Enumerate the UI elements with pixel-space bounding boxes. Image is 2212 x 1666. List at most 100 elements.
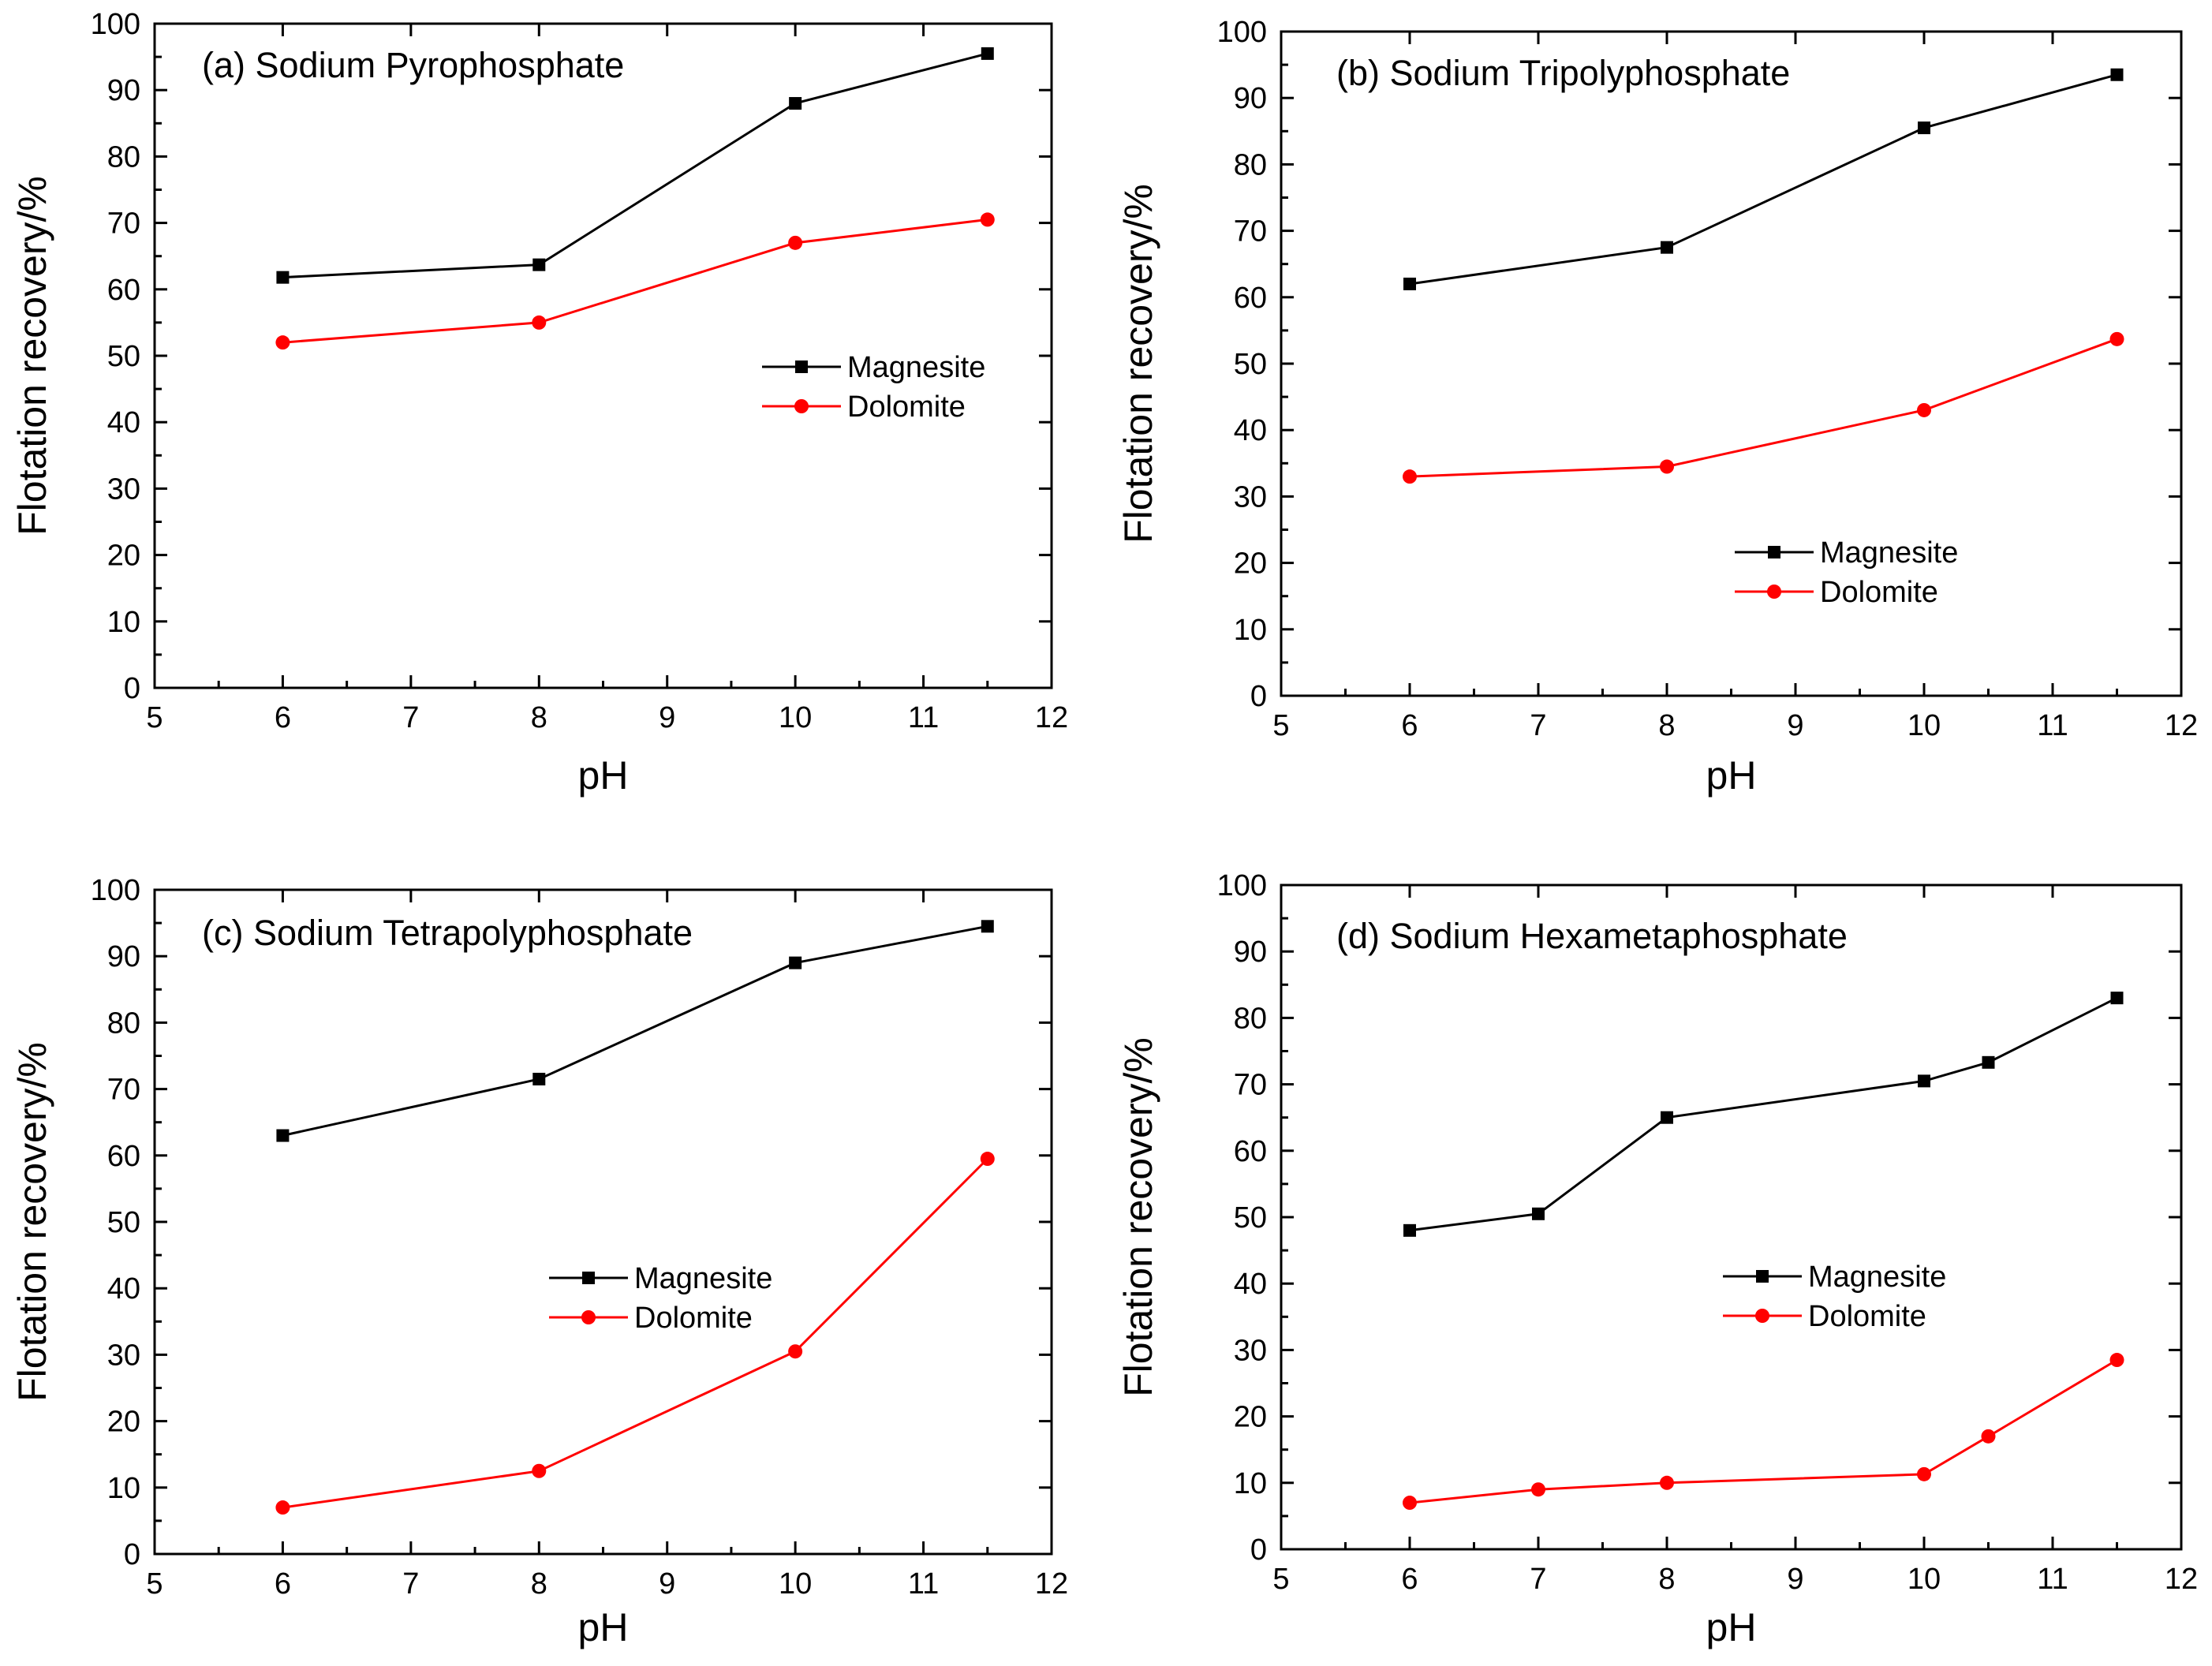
y-tick-label: 80 — [107, 1007, 140, 1040]
data-point — [789, 956, 802, 969]
series-magnesite — [276, 920, 994, 1142]
x-tick-label: 7 — [402, 1567, 419, 1601]
data-point — [2109, 331, 2124, 346]
y-axis-title: Flotation recovery/% — [10, 176, 54, 536]
plot-frame — [1280, 883, 2183, 1551]
y-tick-label: 30 — [107, 473, 140, 506]
y-tick-label: 20 — [107, 540, 140, 573]
series-magnesite — [1403, 68, 2124, 290]
y-tick-label: 20 — [107, 1406, 140, 1439]
x-axis: 5 6 7 8 9 10 11 12 — [1272, 32, 2198, 742]
x-axis-title: pH — [1706, 1605, 1757, 1649]
y-tick-label: 10 — [107, 1472, 140, 1505]
legend-label: Dolomite — [1820, 576, 1938, 609]
y-tick-label: 90 — [107, 940, 140, 973]
legend-item-magnesite: Magnesite — [549, 1262, 772, 1295]
legend-item-magnesite: Magnesite — [1723, 1261, 1946, 1294]
x-tick-label: 10 — [779, 1567, 812, 1601]
data-point — [276, 271, 290, 284]
data-point — [980, 212, 995, 227]
x-tick-label: 7 — [1530, 709, 1546, 742]
legend-item-magnesite: Magnesite — [762, 351, 985, 384]
data-point — [532, 1072, 546, 1085]
y-tick-label: 100 — [1217, 869, 1267, 902]
legend-item-dolomite: Dolomite — [1723, 1300, 1926, 1333]
x-tick-label: 8 — [531, 1567, 547, 1601]
y-axis-title: Flotation recovery/% — [1116, 184, 1160, 544]
data-point — [1660, 459, 1674, 474]
x-tick-label: 11 — [908, 701, 939, 734]
y-tick-label: 90 — [1234, 936, 1267, 969]
legend: Magnesite Dolomite — [1723, 1261, 1946, 1333]
y-tick-label: 100 — [91, 8, 140, 41]
data-point — [532, 315, 547, 330]
x-axis-title: pH — [1706, 753, 1757, 798]
x-axis-title: pH — [578, 753, 629, 798]
series-line — [1409, 338, 2118, 478]
data-point — [789, 97, 802, 110]
chart-panel-c: 5 6 7 8 9 10 11 12 0 10 20 30 40 50 60 70 80 90 100 pH Flota… — [10, 874, 1068, 1649]
data-point — [275, 1500, 290, 1515]
legend: Magnesite Dolomite — [762, 351, 985, 424]
y-tick-label: 70 — [1234, 215, 1267, 248]
x-tick-label: 10 — [1907, 1563, 1941, 1596]
x-tick-label: 10 — [1907, 709, 1941, 742]
y-tick-label: 60 — [107, 1140, 140, 1173]
series-line — [1409, 1358, 2118, 1504]
x-tick-label: 7 — [1530, 1563, 1546, 1596]
y-tick-label: 90 — [107, 74, 140, 107]
x-tick-label: 5 — [1272, 1563, 1289, 1596]
series-line — [282, 218, 988, 344]
legend-item-magnesite: Magnesite — [1735, 536, 1958, 570]
data-point — [980, 1152, 995, 1167]
x-tick-label: 9 — [1787, 1563, 1803, 1596]
x-tick-label: 5 — [146, 701, 163, 734]
legend-item-dolomite: Dolomite — [762, 390, 966, 424]
x-tick-label: 11 — [908, 1567, 939, 1601]
x-tick-label: 9 — [1787, 709, 1803, 742]
y-tick-label: 80 — [1234, 148, 1267, 181]
y-tick-label: 20 — [1234, 1401, 1267, 1434]
y-tick-label: 70 — [107, 1074, 140, 1107]
legend-label: Magnesite — [634, 1262, 772, 1295]
data-point — [788, 235, 803, 250]
data-point — [1531, 1482, 1545, 1497]
y-tick-label: 50 — [1234, 1201, 1267, 1235]
legend: Magnesite Dolomite — [1735, 536, 1958, 609]
data-point — [1981, 1429, 1996, 1444]
legend-label: Dolomite — [634, 1302, 753, 1335]
x-tick-label: 11 — [2037, 1563, 2068, 1596]
y-tick-label: 0 — [124, 672, 140, 705]
y-tick-label: 60 — [1234, 1135, 1267, 1168]
x-tick-label: 5 — [1272, 709, 1289, 742]
panel-title: (d) Sodium Hexametaphosphate — [1336, 916, 1848, 956]
panel-title: (a) Sodium Pyrophosphate — [202, 45, 624, 85]
data-point — [1403, 469, 1417, 484]
x-tick-label: 6 — [275, 701, 291, 734]
panel-title: (c) Sodium Tetrapolyphosphate — [202, 913, 693, 953]
legend-marker — [794, 399, 809, 413]
y-tick-label: 90 — [1234, 82, 1267, 115]
y-tick-label: 60 — [1234, 282, 1267, 315]
y-tick-label: 70 — [107, 207, 140, 241]
x-tick-label: 6 — [1401, 709, 1418, 742]
legend-label: Magnesite — [1808, 1261, 1946, 1294]
y-tick-label: 30 — [1234, 1334, 1267, 1367]
legend-marker — [1768, 546, 1780, 558]
series-magnesite — [276, 47, 994, 284]
data-point — [2110, 992, 2124, 1005]
y-tick-label: 50 — [107, 1206, 140, 1239]
plot-frame — [1280, 30, 2183, 697]
data-point — [1918, 1074, 1930, 1088]
legend-label: Magnesite — [1820, 536, 1958, 570]
legend-marker — [1767, 585, 1781, 599]
y-tick-label: 0 — [1250, 680, 1267, 713]
legend-label: Dolomite — [847, 390, 966, 424]
data-point — [276, 1129, 290, 1142]
y-tick-label: 10 — [1234, 1467, 1267, 1500]
y-axis-title: Flotation recovery/% — [10, 1042, 54, 1402]
y-tick-label: 40 — [107, 1272, 140, 1306]
chart-panel-d: 5 6 7 8 9 10 11 12 0 10 20 30 40 50 60 70 80 90 100 pH Flota… — [1116, 869, 2198, 1649]
y-tick-label: 60 — [107, 274, 140, 307]
data-point — [981, 920, 994, 933]
